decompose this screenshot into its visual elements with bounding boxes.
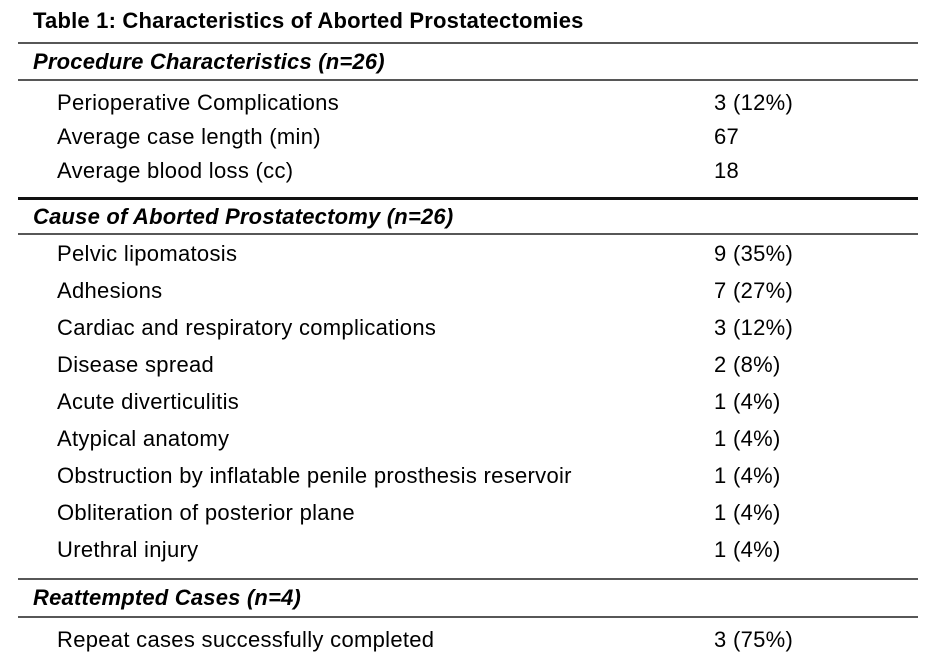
section-header-reattempted-cases: Reattempted Cases (n=4) [33, 585, 302, 610]
section-divider [18, 233, 918, 235]
table-row: Perioperative Complications 3 (12%) [18, 86, 918, 120]
section-reattempted-cases: Repeat cases successfully completed 3 (7… [18, 622, 918, 658]
section-divider-heavy [18, 197, 918, 200]
row-label: Disease spread [57, 351, 215, 377]
table-row: Repeat cases successfully completed 3 (7… [18, 622, 918, 658]
table-row: Disease spread 2 (8%) [18, 346, 918, 383]
table-top-rule [18, 42, 918, 44]
row-value: 1 (4%) [714, 388, 781, 414]
table-row: Obstruction by inflatable penile prosthe… [18, 457, 918, 494]
table-row: Urethral injury 1 (4%) [18, 531, 918, 568]
section-cause-of-aborted-prostatectomy: Pelvic lipomatosis 9 (35%) Adhesions 7 (… [18, 235, 918, 578]
row-value: 1 (4%) [714, 536, 781, 562]
row-label: Atypical anatomy [57, 425, 230, 451]
row-label: Pelvic lipomatosis [57, 240, 238, 266]
row-label: Repeat cases successfully completed [57, 627, 435, 652]
row-value: 1 (4%) [714, 499, 781, 525]
row-value: 1 (4%) [714, 462, 781, 488]
table-title: Table 1: Characteristics of Aborted Pros… [33, 8, 584, 33]
row-label: Average case length (min) [57, 124, 321, 149]
row-label: Perioperative Complications [57, 90, 340, 115]
characteristics-table: Procedure Characteristics (n=26) Periope… [18, 42, 918, 658]
row-value: 3 (12%) [714, 314, 794, 340]
row-value: 9 (35%) [714, 240, 794, 266]
row-label: Cardiac and respiratory complications [57, 314, 437, 340]
table-row: Adhesions 7 (27%) [18, 272, 918, 309]
row-value: 18 [714, 158, 740, 183]
row-label: Urethral injury [57, 536, 199, 562]
table-row: Atypical anatomy 1 (4%) [18, 420, 918, 457]
row-label: Adhesions [57, 277, 163, 303]
row-value: 67 [714, 124, 740, 149]
table-row: Cardiac and respiratory complications 3 … [18, 309, 918, 346]
table-row: Acute diverticulitis 1 (4%) [18, 383, 918, 420]
row-value: 2 (8%) [714, 351, 781, 377]
table-row: Average case length (min) 67 [18, 120, 918, 154]
row-value: 7 (27%) [714, 277, 794, 303]
table-row: Average blood loss (cc) 18 [18, 154, 918, 188]
table-row: Pelvic lipomatosis 9 (35%) [18, 235, 918, 272]
section-header-cause-of-aborted-prostatectomy: Cause of Aborted Prostatectomy (n=26) [33, 203, 454, 229]
row-label: Acute diverticulitis [57, 388, 240, 414]
section-divider [18, 79, 918, 81]
row-label: Obstruction by inflatable penile prosthe… [57, 462, 572, 488]
section-divider [18, 616, 918, 618]
row-label: Average blood loss (cc) [57, 158, 294, 183]
section-divider [18, 578, 918, 580]
table-row: Obliteration of posterior plane 1 (4%) [18, 494, 918, 531]
row-value: 3 (75%) [714, 627, 794, 652]
section-header-procedure-characteristics: Procedure Characteristics (n=26) [33, 48, 385, 74]
row-label: Obliteration of posterior plane [57, 499, 355, 525]
row-value: 1 (4%) [714, 425, 781, 451]
row-value: 3 (12%) [714, 90, 794, 115]
section-procedure-characteristics: Perioperative Complications 3 (12%) Aver… [18, 86, 918, 197]
